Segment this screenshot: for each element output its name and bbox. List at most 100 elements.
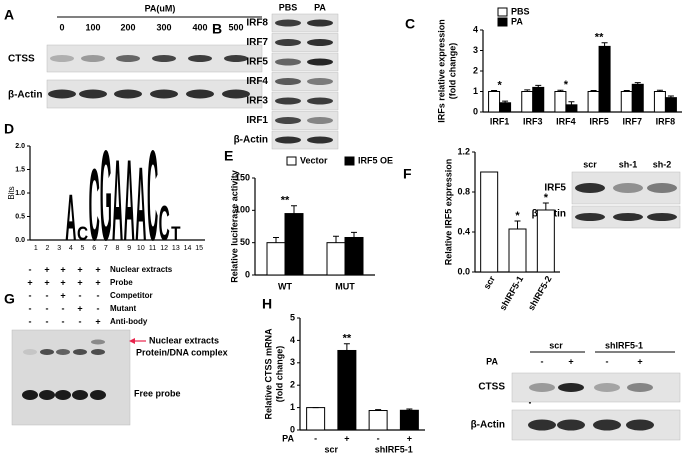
error-bar — [514, 220, 521, 229]
blot-background — [511, 372, 681, 403]
blot-band — [188, 55, 212, 62]
annotation: Protein/DNA complex — [136, 347, 228, 357]
blot-background — [271, 72, 339, 91]
blot-band — [48, 89, 76, 99]
blot-background — [271, 130, 339, 150]
column-label: sh-1 — [619, 159, 638, 169]
error-bar — [656, 89, 663, 92]
sign: + — [77, 303, 82, 313]
blot-band — [50, 55, 74, 62]
x-tick-label: 14 — [184, 245, 192, 252]
sign: - — [97, 290, 100, 300]
blot-background — [271, 13, 339, 33]
y-tick-label: 4 — [290, 335, 295, 345]
bar — [631, 83, 644, 113]
group-label: shIRF5-1 — [605, 340, 643, 350]
row-label: IRF5 — [246, 57, 268, 68]
blot-band — [91, 339, 105, 345]
blot-band — [81, 55, 105, 62]
x-tick-label: 11 — [149, 245, 156, 252]
x-row-label: PA — [282, 433, 294, 443]
blot-background — [271, 33, 339, 52]
legend-label: PBS — [511, 6, 530, 16]
blot-band — [307, 97, 333, 105]
bar — [664, 97, 677, 113]
significance: ** — [595, 32, 604, 44]
panel-title: PA(uM) — [145, 3, 176, 13]
x-tick-label: IRF5 — [589, 116, 609, 126]
error-bar — [273, 236, 279, 243]
sign: + — [60, 264, 65, 274]
blot-background — [271, 52, 339, 72]
row-label: β-Actin — [234, 135, 268, 146]
row-label: β-Actin — [471, 420, 505, 431]
blot-band — [72, 390, 88, 400]
row-label: IRF8 — [246, 18, 268, 29]
blot-band — [528, 419, 556, 431]
bar — [536, 209, 555, 273]
lane-label: 500 — [228, 22, 243, 32]
blot-band — [91, 349, 105, 355]
significance: ** — [281, 195, 290, 207]
blot-band — [23, 349, 37, 355]
bar — [399, 409, 419, 431]
sign: - — [46, 303, 49, 313]
logo-letter: A — [135, 145, 146, 263]
significance: ** — [343, 333, 352, 345]
bar — [508, 228, 527, 273]
y-tick-label: 100 — [235, 205, 250, 215]
x-tick-label: + — [344, 433, 349, 443]
blot-band — [40, 349, 54, 355]
sign: + — [44, 264, 49, 274]
significance: * — [515, 210, 520, 222]
y-axis-label: IRFs relative expression — [436, 19, 446, 123]
y-axis-label: Relative IRF5 expression — [443, 159, 453, 266]
lane-label: 300 — [156, 22, 171, 32]
logo-letter: C — [77, 222, 88, 244]
y-tick-label: 150 — [235, 172, 250, 182]
y-tick-label: 0.8 — [457, 186, 470, 196]
blot-band — [55, 390, 71, 400]
lane-label: 400 — [192, 22, 207, 32]
error-bar — [291, 205, 297, 214]
bar — [653, 91, 666, 113]
row-label: IRF5 — [544, 183, 566, 194]
sign: + — [44, 277, 49, 287]
logo-letter: T — [171, 222, 181, 244]
panel-label: D — [4, 121, 14, 137]
legend-label: Vector — [300, 155, 328, 165]
error-bar — [406, 408, 413, 411]
bar — [554, 91, 567, 113]
x-tick-label: - — [377, 433, 380, 443]
group-label: shIRF5-1 — [375, 444, 413, 453]
error-bar — [535, 84, 542, 88]
x-tick-label: IRF3 — [523, 116, 543, 126]
y-tick-label: 0.0 — [15, 237, 25, 244]
bar — [532, 86, 545, 113]
blot-band — [575, 213, 605, 221]
x-tick-label: IRF7 — [622, 116, 642, 126]
significance: * — [564, 79, 569, 91]
error-bar — [623, 89, 630, 92]
y-tick-label: 1.5 — [15, 166, 25, 173]
y-tick-label: 1.2 — [457, 146, 470, 156]
legend-label: IRF5 OE — [358, 155, 393, 165]
blot-band — [114, 89, 142, 99]
lane-label: 0 — [59, 22, 64, 32]
x-tick-label: MUT — [335, 281, 355, 291]
row-label: IRF7 — [246, 37, 268, 48]
y-axis-label: Relative luciferase activity — [229, 170, 239, 283]
x-tick-label: IRF8 — [656, 116, 676, 126]
bar — [499, 102, 512, 113]
blot-band — [307, 19, 333, 27]
blot-band — [307, 78, 333, 85]
x-tick-label: 15 — [195, 245, 203, 252]
annotation: Free probe — [134, 388, 181, 398]
group-label: scr — [549, 340, 563, 350]
y-tick-label: 5 — [290, 312, 295, 322]
x-tick-label: WT — [278, 281, 292, 291]
y-tick-label: 1.0 — [15, 190, 25, 197]
y-tick-label: 3 — [473, 45, 478, 55]
x-tick-label: IRF4 — [556, 116, 576, 126]
